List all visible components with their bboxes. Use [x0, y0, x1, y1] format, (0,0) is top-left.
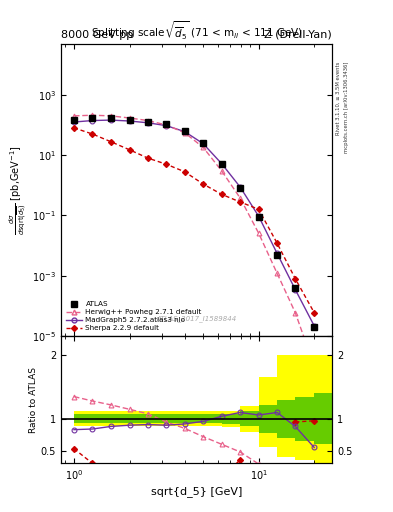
- ATLAS: [164, 121, 169, 127]
- ATLAS: [293, 285, 298, 291]
- Text: ATLAS_2017_I1589844: ATLAS_2017_I1589844: [156, 315, 237, 322]
- Text: mcplots.cern.ch [arXiv:1306.3436]: mcplots.cern.ch [arXiv:1306.3436]: [344, 61, 349, 153]
- Text: Rivet 3.1.10, ≥ 3.5M events: Rivet 3.1.10, ≥ 3.5M events: [336, 61, 341, 135]
- Text: 8000 GeV pp: 8000 GeV pp: [61, 30, 133, 40]
- ATLAS: [72, 117, 76, 123]
- ATLAS: [219, 161, 224, 167]
- ATLAS: [90, 115, 95, 121]
- ATLAS: [108, 115, 113, 121]
- ATLAS: [145, 118, 150, 124]
- ATLAS: [275, 251, 279, 258]
- Y-axis label: Ratio to ATLAS: Ratio to ATLAS: [29, 367, 38, 433]
- Y-axis label: $\frac{d\sigma}{d\mathrm{sqrt}(\overline{d_5})}$ [pb,GeV$^{-1}$]: $\frac{d\sigma}{d\mathrm{sqrt}(\overline…: [8, 145, 29, 235]
- ATLAS: [127, 117, 132, 123]
- ATLAS: [312, 324, 316, 330]
- ATLAS: [201, 140, 206, 146]
- ATLAS: [238, 185, 242, 191]
- Line: ATLAS: ATLAS: [71, 115, 317, 330]
- ATLAS: [182, 127, 187, 134]
- X-axis label: sqrt{d_5} [GeV]: sqrt{d_5} [GeV]: [151, 486, 242, 497]
- Text: Z (Drell-Yan): Z (Drell-Yan): [264, 30, 332, 40]
- Title: Splitting scale$\sqrt{\overline{d}_5}$ (71 < m$_{ll}$ < 111 GeV): Splitting scale$\sqrt{\overline{d}_5}$ (…: [91, 20, 302, 42]
- Legend: ATLAS, Herwig++ Powheg 2.7.1 default, MadGraph5 2.7.2.atlas3 nlo, Sherpa 2.2.9 d: ATLAS, Herwig++ Powheg 2.7.1 default, Ma…: [64, 300, 203, 332]
- ATLAS: [256, 214, 261, 220]
